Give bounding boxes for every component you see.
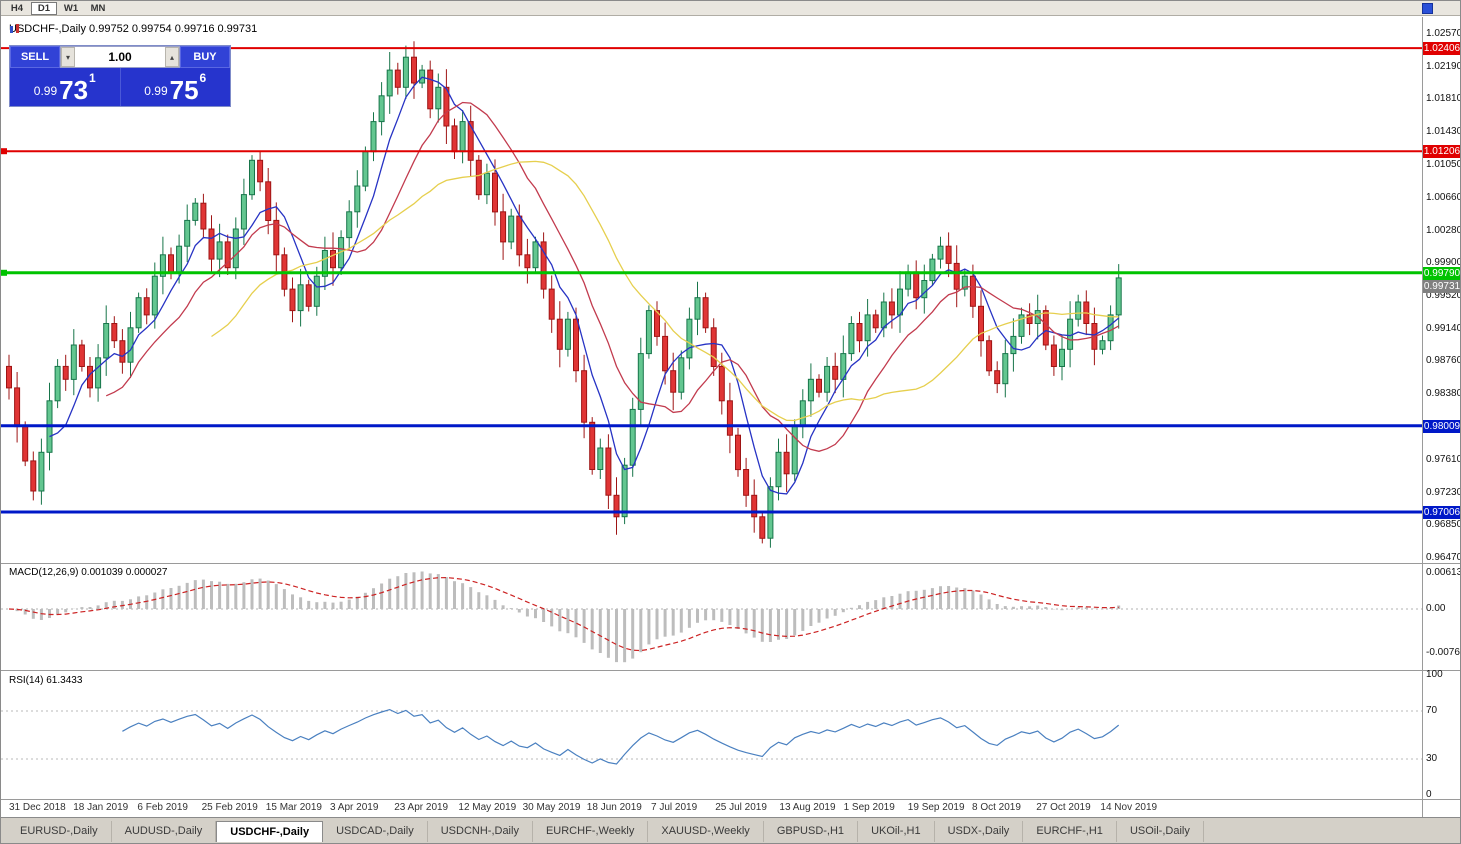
date-axis-label: 15 Mar 2019 [265, 802, 322, 813]
sell-price-big: 73 [59, 75, 89, 105]
timeframe-button-h4[interactable]: H4 [4, 1, 30, 15]
price-badge: 0.99790 [1423, 266, 1461, 280]
price-axis-label: 0.98760 [1426, 355, 1461, 367]
date-axis-label: 18 Jun 2019 [586, 802, 642, 813]
sell-price-prefix: 0.99 [33, 84, 58, 98]
volume-decrease-button[interactable]: ▾ [61, 47, 75, 67]
main-macd-splitter[interactable] [1, 563, 1460, 564]
buy-price-pip: 6 [199, 71, 207, 85]
price-divider [119, 68, 121, 106]
chart-tab-xauusd-weekly[interactable]: XAUUSD-,Weekly [648, 821, 764, 842]
chart-tab-usdcnh-daily[interactable]: USDCNH-,Daily [428, 821, 533, 842]
date-axis-label: 3 Apr 2019 [330, 802, 379, 813]
macd-axis-label: 0.00613 [1426, 567, 1461, 579]
chart-tab-usdchf-daily[interactable]: USDCHF-,Daily [216, 821, 324, 842]
candlestick-chart-icon [10, 24, 19, 33]
price-axis-label: 1.02190 [1426, 60, 1461, 72]
price-badge: 0.97006 [1423, 505, 1461, 519]
price-axis-label: 0.98380 [1426, 387, 1461, 399]
buy-button[interactable]: BUY [180, 46, 230, 68]
volume-field: ▾ ▴ [60, 46, 180, 68]
rsi-axis-label: 30 [1426, 753, 1438, 764]
rsi-label: RSI(14) 61.3433 [9, 675, 83, 686]
volume-increase-button[interactable]: ▴ [165, 47, 179, 67]
price-axis-label: 0.97610 [1426, 454, 1461, 466]
date-axis-label: 1 Sep 2019 [843, 802, 895, 813]
price-axis-label: 0.99140 [1426, 322, 1461, 334]
price-axis-divider [1422, 17, 1423, 817]
chart-tab-eurusd-daily[interactable]: EURUSD-,Daily [7, 821, 112, 842]
price-axis-label: 0.96850 [1426, 519, 1461, 531]
date-axis-label: 31 Dec 2018 [9, 802, 66, 813]
date-axis-label: 13 Aug 2019 [779, 802, 836, 813]
volume-input[interactable] [75, 47, 165, 67]
timeframe-button-d1[interactable]: D1 [31, 1, 57, 15]
price-badge: 1.01206 [1423, 145, 1461, 159]
date-axis-label: 30 May 2019 [522, 802, 581, 813]
timeframe-button-mn[interactable]: MN [85, 1, 111, 15]
chart-title: USDCHF-,Daily 0.99752 0.99754 0.99716 0.… [9, 23, 257, 35]
price-badge: 0.99731 [1423, 279, 1461, 293]
price-chart[interactable] [1, 17, 1422, 563]
date-axis-label: 12 May 2019 [458, 802, 517, 813]
date-axis-label: 14 Nov 2019 [1100, 802, 1158, 813]
price-badge: 0.98009 [1423, 419, 1461, 433]
rsi-axis-label: 100 [1426, 669, 1443, 680]
trade-controls-row: SELL ▾ ▴ BUY [10, 46, 230, 68]
chart-tab-eurchf-h1[interactable]: EURCHF-,H1 [1023, 821, 1117, 842]
buy-price-prefix: 0.99 [144, 84, 168, 98]
one-click-trading-panel: SELL ▾ ▴ BUY 0.99 73 1 0.99 75 6 [9, 45, 231, 107]
price-axis-label: 1.01050 [1426, 158, 1461, 170]
rsi-axis-label: 0 [1426, 789, 1432, 800]
rsi-indicator-chart[interactable] [1, 671, 1422, 799]
price-axis-label: 0.96470 [1426, 552, 1461, 563]
chart-tab-usdx-daily[interactable]: USDX-,Daily [935, 821, 1024, 842]
price-axis-label: 1.01430 [1426, 125, 1461, 137]
sell-price-pip: 1 [89, 71, 96, 85]
date-axis-label: 6 Feb 2019 [137, 802, 188, 813]
date-axis-label: 7 Jul 2019 [651, 802, 698, 813]
timeframe-button-w1[interactable]: W1 [58, 1, 84, 15]
price-axis-label: 1.00280 [1426, 224, 1461, 236]
price-axis-label: 0.99520 [1426, 290, 1461, 301]
trade-prices-row: 0.99 73 1 0.99 75 6 [10, 68, 230, 106]
date-axis-label: 19 Sep 2019 [907, 802, 965, 813]
date-axis-label: 25 Jul 2019 [715, 802, 767, 813]
chart-window-icon[interactable] [1422, 3, 1433, 14]
price-badge: 1.02406 [1423, 42, 1461, 56]
timeframe-toolbar: H4 D1 W1 MN [1, 1, 1460, 16]
sell-button[interactable]: SELL [10, 46, 60, 68]
date-axis-label: 8 Oct 2019 [972, 802, 1021, 813]
timeframe-buttons: H4 D1 W1 MN [4, 1, 112, 15]
date-axis-label: 23 Apr 2019 [394, 802, 449, 813]
chart-tab-usoil-daily[interactable]: USOil-,Daily [1117, 821, 1204, 842]
macd-rsi-splitter[interactable] [1, 670, 1460, 671]
date-axis-label: 27 Oct 2019 [1036, 802, 1091, 813]
sell-price[interactable]: 0.99 73 1 [10, 68, 120, 106]
date-axis-label: 25 Feb 2019 [201, 802, 258, 813]
rsi-axis-label: 70 [1426, 705, 1438, 716]
chart-tab-audusd-daily[interactable]: AUDUSD-,Daily [112, 821, 217, 842]
chart-tabs: EURUSD-,Daily AUDUSD-,Daily USDCHF-,Daily U… [7, 821, 1204, 842]
chart-tab-eurchf-weekly[interactable]: EURCHF-,Weekly [533, 821, 649, 842]
chart-tab-gbpusd-h1[interactable]: GBPUSD-,H1 [764, 821, 859, 842]
macd-label: MACD(12,26,9) 0.001039 0.000027 [9, 567, 168, 578]
buy-price[interactable]: 0.99 75 6 [121, 68, 231, 106]
buy-price-big: 75 [169, 75, 199, 105]
price-axis-label: 0.97230 [1426, 486, 1461, 498]
price-axis-label: 0.99900 [1426, 257, 1461, 269]
price-axis-label: 1.02570 [1426, 28, 1461, 39]
chart-tab-usdcad-daily[interactable]: USDCAD-,Daily [323, 821, 428, 842]
rsi-dateaxis-divider [1, 799, 1460, 800]
chart-tab-ukoil-h1[interactable]: UKOil-,H1 [858, 821, 935, 842]
date-axis-label: 18 Jan 2019 [73, 802, 129, 813]
macd-axis-label: 0.00 [1426, 603, 1446, 614]
macd-indicator-chart[interactable] [1, 564, 1422, 670]
price-axis-label: 1.00660 [1426, 192, 1461, 204]
chart-title-text: USDCHF-,Daily 0.99752 0.99754 0.99716 0.… [9, 23, 258, 35]
price-axis-label: 1.01810 [1426, 93, 1461, 105]
chart-tab-bar: EURUSD-,Daily AUDUSD-,Daily USDCHF-,Daily U… [1, 817, 1460, 843]
